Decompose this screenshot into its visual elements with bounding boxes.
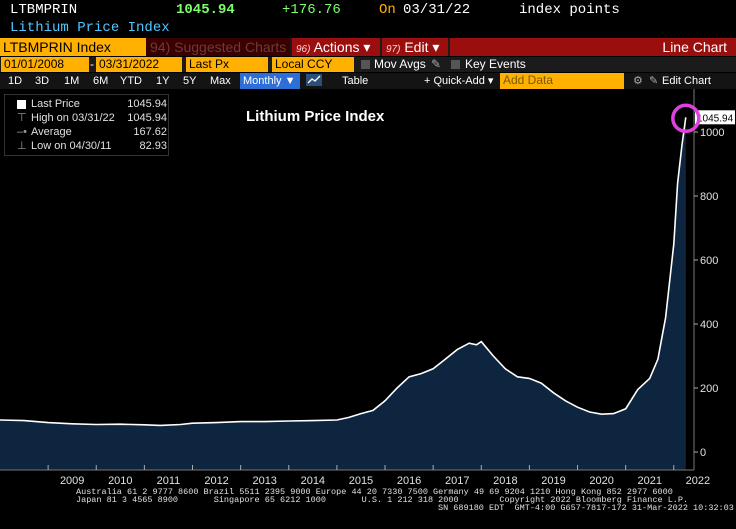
y-tick-label: 0 bbox=[700, 447, 706, 459]
legend-row: ⊤ High on 03/31/22 1045.94 bbox=[5, 112, 170, 125]
x-tick-label: 2011 bbox=[157, 475, 181, 487]
x-tick-label: 2009 bbox=[60, 475, 84, 487]
edit-chart-pencil-icon: ✎ bbox=[649, 75, 659, 87]
high-marker-icon: ⊤ bbox=[17, 112, 27, 124]
footer-line: Japan 81 3 4565 8900 Singapore 65 6212 1… bbox=[76, 495, 689, 505]
legend-key: Average bbox=[31, 126, 72, 138]
key-events-label: Key Events bbox=[465, 57, 526, 71]
edit-chart-button[interactable]: Edit Chart bbox=[662, 75, 711, 87]
period-max[interactable]: Max bbox=[210, 75, 231, 87]
actions-button[interactable]: 96) Actions ▾ bbox=[292, 38, 380, 56]
mov-avgs-label: Mov Avgs bbox=[374, 57, 426, 71]
legend-value: 167.62 bbox=[133, 126, 167, 138]
legend-key: High on 03/31/22 bbox=[31, 112, 115, 124]
x-tick-label: 2021 bbox=[637, 475, 661, 487]
legend-row: ⊥ Low on 04/30/11 82.93 bbox=[5, 140, 170, 153]
currency-select[interactable]: Local CCY bbox=[272, 57, 354, 72]
legend-value: 1045.94 bbox=[127, 112, 167, 124]
series-area bbox=[0, 117, 686, 471]
period-1d[interactable]: 1D bbox=[8, 75, 23, 87]
legend-key: Last Price bbox=[31, 98, 80, 110]
legend-row: –• Average 167.62 bbox=[5, 126, 170, 139]
x-tick-label: 2019 bbox=[541, 475, 565, 487]
period-ytd[interactable]: YTD bbox=[120, 75, 142, 87]
key-events-checkbox[interactable] bbox=[451, 60, 460, 69]
period-1m[interactable]: 1M bbox=[64, 75, 80, 87]
x-tick-label: 2014 bbox=[301, 475, 325, 487]
start-date-input[interactable]: 01/01/2008 bbox=[1, 57, 89, 72]
edit-label: Edit ▾ bbox=[404, 39, 440, 55]
x-tick-label: 2022 bbox=[686, 475, 710, 487]
frequency-select[interactable]: Monthly ▼ bbox=[240, 73, 300, 89]
legend-swatch bbox=[17, 100, 26, 109]
y-tick-label: 800 bbox=[700, 191, 718, 203]
last-price: 1045.94 bbox=[176, 2, 235, 18]
on-label: On bbox=[379, 2, 396, 18]
legend-key: Low on 04/30/11 bbox=[31, 140, 112, 152]
quote-header: LTBMPRIN 1045.94 +176.76 On 03/31/22 ind… bbox=[0, 0, 736, 19]
pencil-icon[interactable]: ✎ bbox=[431, 57, 442, 71]
period-1y[interactable]: 1Y bbox=[156, 75, 170, 87]
average-marker-icon: –• bbox=[17, 126, 27, 138]
footer-line: SN 689180 EDT GMT-4:00 G657-7817-172 31-… bbox=[438, 503, 734, 513]
x-tick-label: 2017 bbox=[445, 475, 469, 487]
low-marker-icon: ⊥ bbox=[17, 140, 27, 152]
end-date-input[interactable]: 03/31/2022 bbox=[96, 57, 182, 72]
y-tick-label: 200 bbox=[700, 383, 718, 395]
y-tick-label: 1000 bbox=[700, 127, 724, 139]
last-value-label: 1045.94 bbox=[697, 113, 734, 124]
period-3d[interactable]: 3D bbox=[35, 75, 50, 87]
gear-icon[interactable]: ⚙ bbox=[633, 75, 643, 87]
ticker-symbol: LTBMPRIN bbox=[10, 2, 78, 18]
footer-line: Australia 61 2 9777 8600 Brazil 5511 239… bbox=[76, 487, 673, 497]
quote-date: 03/31/22 bbox=[403, 2, 471, 18]
add-data-input[interactable]: Add Data bbox=[500, 73, 624, 89]
series-line bbox=[0, 117, 687, 427]
chart-title: Lithium Price Index bbox=[246, 108, 385, 125]
peak-highlight-circle bbox=[671, 103, 701, 134]
x-tick-label: 2016 bbox=[397, 475, 421, 487]
mov-avgs-checkbox[interactable] bbox=[361, 60, 370, 69]
chart-legend: Last Price 1045.94 ⊤ High on 03/31/22 10… bbox=[4, 94, 169, 156]
y-tick-label: 600 bbox=[700, 255, 718, 267]
security-name: Lithium Price Index bbox=[10, 20, 170, 36]
period-6m[interactable]: 6M bbox=[93, 75, 109, 87]
actions-num: 96) bbox=[296, 44, 311, 55]
line-chart-icon[interactable] bbox=[306, 73, 324, 89]
x-tick-label: 2012 bbox=[204, 475, 228, 487]
edit-button[interactable]: 97) Edit ▾ bbox=[382, 38, 448, 56]
price-field-select[interactable]: Last Px bbox=[186, 57, 268, 72]
x-tick-label: 2020 bbox=[589, 475, 613, 487]
x-tick-label: 2018 bbox=[493, 475, 517, 487]
x-tick-label: 2013 bbox=[252, 475, 276, 487]
edit-num: 97) bbox=[386, 44, 401, 55]
x-tick-label: 2015 bbox=[349, 475, 373, 487]
y-tick-label: 400 bbox=[700, 319, 718, 331]
actions-label: Actions ▾ bbox=[313, 39, 371, 55]
price-chart: 0 200 400 600 800 1000 2009 2010 2011 2012 2013 201… bbox=[0, 89, 735, 487]
security-field[interactable]: LTBMPRIN Index bbox=[0, 38, 146, 56]
table-button[interactable]: Table bbox=[342, 75, 369, 87]
last-value-flag bbox=[695, 110, 735, 125]
x-tick-label: 2010 bbox=[108, 475, 132, 487]
quick-add-button[interactable]: + Quick-Add ▾ bbox=[424, 75, 494, 87]
suggested-charts-button[interactable]: 94) Suggested Charts bbox=[146, 38, 290, 56]
date-separator: - bbox=[90, 57, 94, 71]
quote-units: index points bbox=[519, 2, 620, 18]
line-chart-button[interactable]: Line Chart bbox=[450, 38, 736, 56]
legend-row: Last Price 1045.94 bbox=[5, 98, 170, 111]
legend-value: 1045.94 bbox=[127, 98, 167, 110]
period-5y[interactable]: 5Y bbox=[183, 75, 197, 87]
price-change: +176.76 bbox=[282, 2, 341, 18]
footer: Australia 61 2 9777 8600 Brazil 5511 239… bbox=[0, 488, 736, 529]
legend-value: 82.93 bbox=[139, 140, 167, 152]
